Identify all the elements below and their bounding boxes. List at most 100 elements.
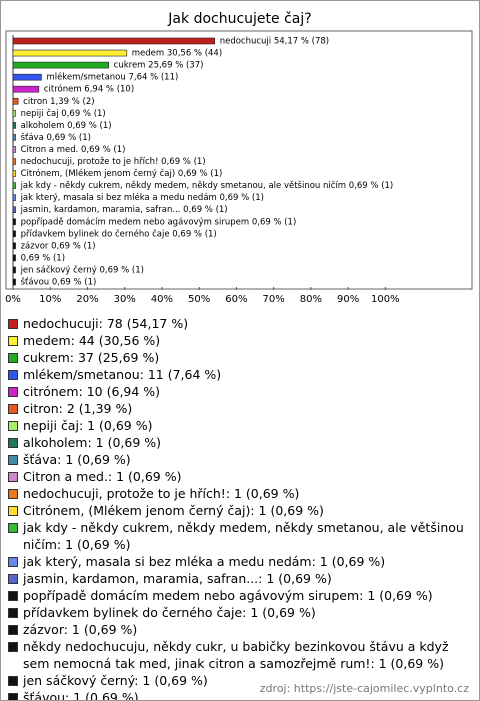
legend-swatch bbox=[8, 608, 18, 618]
bar bbox=[12, 266, 16, 274]
data-label: citrónem 6,94 % (10) bbox=[44, 84, 134, 95]
legend-item: šťávou: 1 (0,69 %) bbox=[8, 689, 470, 701]
source: zdroj: https://jste-cajomilec.vyplnto.cz bbox=[259, 682, 469, 695]
legend-label: nepiji čaj: 1 (0,69 %) bbox=[23, 418, 153, 433]
legend-label: nedochucuji: 78 (54,17 %) bbox=[23, 316, 189, 331]
bar bbox=[12, 37, 216, 45]
legend-item: citrónem: 10 (6,94 %) bbox=[8, 383, 470, 400]
bar bbox=[12, 194, 16, 201]
bar bbox=[12, 110, 16, 117]
data-label: nepiji čaj 0,69 % (1) bbox=[21, 108, 106, 119]
x-tick-label: 20% bbox=[76, 294, 98, 305]
legend-item: jasmin, kardamon, maramia, safran...: 1 … bbox=[8, 570, 470, 587]
legend-swatch bbox=[8, 421, 18, 431]
legend-swatch bbox=[8, 693, 18, 700]
data-label: šťávou 0,69 % (1) bbox=[21, 277, 97, 288]
legend-item: jak který, masala si bez mléka a medu ne… bbox=[8, 553, 470, 570]
plot-frame bbox=[5, 30, 473, 290]
bar bbox=[12, 206, 16, 213]
x-tick-label: 100% bbox=[371, 294, 400, 305]
data-label: citron 1,39 % (2) bbox=[23, 97, 94, 107]
legend-label: někdy nedochucuju, někdy cukr, u babičky… bbox=[23, 639, 449, 671]
legend-item: nedochucuji: 78 (54,17 %) bbox=[8, 315, 470, 332]
bar bbox=[12, 122, 16, 129]
data-label: jen sáčkový černý 0,69 % (1) bbox=[20, 264, 144, 275]
bar bbox=[12, 134, 16, 141]
legend-swatch bbox=[8, 574, 18, 584]
legend-label: šťáva: 1 (0,69 %) bbox=[23, 452, 131, 467]
legend-label: zázvor: 1 (0,69 %) bbox=[23, 622, 138, 637]
bar bbox=[12, 230, 16, 238]
data-label: nedochucuji 54,17 % (78) bbox=[220, 37, 329, 47]
legend-item: nedochucuji, protože to je hřích!: 1 (0,… bbox=[8, 485, 470, 502]
legend-item: cukrem: 37 (25,69 %) bbox=[8, 349, 470, 366]
legend-item: medem: 44 (30,56 %) bbox=[8, 332, 470, 349]
legend-swatch bbox=[8, 489, 18, 499]
bar bbox=[12, 170, 16, 177]
data-label: Citrónem, (Mlékem jenom černý čaj) 0,69 … bbox=[21, 168, 223, 179]
bar bbox=[12, 85, 40, 93]
chart: Jak dochucujete čaj? 0% 10% 20% 30% 40% 50% 60… bbox=[5, 11, 473, 305]
legend-label: šťávou: 1 (0,69 %) bbox=[23, 690, 139, 701]
data-label: alkoholem 0,69 % (1) bbox=[21, 121, 112, 131]
legend-label: přídavkem bylinek do černého čaje: 1 (0,… bbox=[23, 605, 316, 620]
legend-swatch bbox=[8, 438, 18, 448]
legend-label: jasmin, kardamon, maramia, safran...: 1 … bbox=[23, 571, 332, 586]
legend-item: popřípadě domácím medem nebo agávovým si… bbox=[8, 587, 470, 604]
bar bbox=[12, 218, 16, 226]
data-label: Citron a med. 0,69 % (1) bbox=[21, 145, 126, 155]
legend-swatch bbox=[8, 506, 18, 516]
bar bbox=[12, 182, 16, 189]
x-tick-label: 0% bbox=[5, 294, 21, 305]
x-tick-label: 90% bbox=[337, 294, 359, 305]
legend-item: zázvor: 1 (0,69 %) bbox=[8, 621, 470, 638]
legend-swatch bbox=[8, 319, 18, 329]
data-label: nedochucuji, protože to je hřích! 0,69 %… bbox=[21, 157, 206, 167]
x-tick-label: 40% bbox=[151, 294, 173, 305]
data-label: jasmin, kardamon, maramia, safran... 0,6… bbox=[20, 205, 228, 215]
legend-swatch bbox=[8, 625, 18, 635]
legend-item: nepiji čaj: 1 (0,69 %) bbox=[8, 417, 470, 434]
legend-item: Citrónem, (Mlékem jenom černý čaj): 1 (0… bbox=[8, 502, 470, 519]
chart-title: Jak dochucujete čaj? bbox=[167, 11, 311, 27]
legend-swatch bbox=[8, 557, 18, 567]
data-label: přídavkem bylinek do černého čaje 0,69 %… bbox=[21, 228, 217, 239]
legend-item: mlékem/smetanou: 11 (7,64 %) bbox=[8, 366, 470, 383]
x-tick-label: 70% bbox=[263, 294, 285, 305]
legend-label: jen sáčkový černý: 1 (0,69 %) bbox=[23, 673, 208, 688]
legend-item: citron: 2 (1,39 %) bbox=[8, 400, 470, 417]
legend-swatch bbox=[8, 404, 18, 414]
legend-label: citrónem: 10 (6,94 %) bbox=[23, 384, 161, 399]
data-label: cukrem 25,69 % (37) bbox=[114, 61, 204, 71]
data-label: jak který, masala si bez mléka a medu ne… bbox=[20, 192, 264, 203]
legend-label: jak který, masala si bez mléka a medu ne… bbox=[23, 554, 386, 569]
legend-swatch bbox=[8, 676, 18, 686]
legend-label: mlékem/smetanou: 11 (7,64 %) bbox=[23, 367, 222, 382]
legend-item: jak kdy - někdy cukrem, někdy medem, něk… bbox=[8, 519, 470, 553]
legend-label: Citron a med.: 1 (0,69 %) bbox=[23, 469, 182, 484]
legend-swatch bbox=[8, 387, 18, 397]
data-label: zázvor 0,69 % (1) bbox=[21, 241, 96, 251]
legend-label: citron: 2 (1,39 %) bbox=[23, 401, 133, 416]
data-label: šťáva 0,69 % (1) bbox=[21, 132, 91, 143]
data-label: 0,69 % (1) bbox=[21, 253, 65, 263]
x-tick-label: 10% bbox=[39, 294, 61, 305]
legend-swatch bbox=[8, 370, 18, 380]
legend-swatch bbox=[8, 353, 18, 363]
bar bbox=[12, 242, 16, 250]
legend-label: cukrem: 37 (25,69 %) bbox=[23, 350, 160, 365]
legend-item: alkoholem: 1 (0,69 %) bbox=[8, 434, 470, 451]
legend-label: popřípadě domácím medem nebo agávovým si… bbox=[23, 588, 433, 603]
bar bbox=[12, 61, 109, 69]
x-tick-label: 60% bbox=[225, 294, 247, 305]
legend-swatch bbox=[8, 642, 18, 652]
legend-swatch bbox=[8, 336, 18, 346]
data-label: medem 30,56 % (44) bbox=[132, 49, 222, 59]
legend-item: přídavkem bylinek do černého čaje: 1 (0,… bbox=[8, 604, 470, 621]
legend-item: šťáva: 1 (0,69 %) bbox=[8, 451, 470, 468]
legend-label: jak kdy - někdy cukrem, někdy medem, něk… bbox=[23, 520, 464, 552]
bar bbox=[12, 146, 16, 153]
legend-item: někdy nedochucuju, někdy cukr, u babičky… bbox=[8, 638, 470, 672]
x-tick-label: 50% bbox=[188, 294, 210, 305]
